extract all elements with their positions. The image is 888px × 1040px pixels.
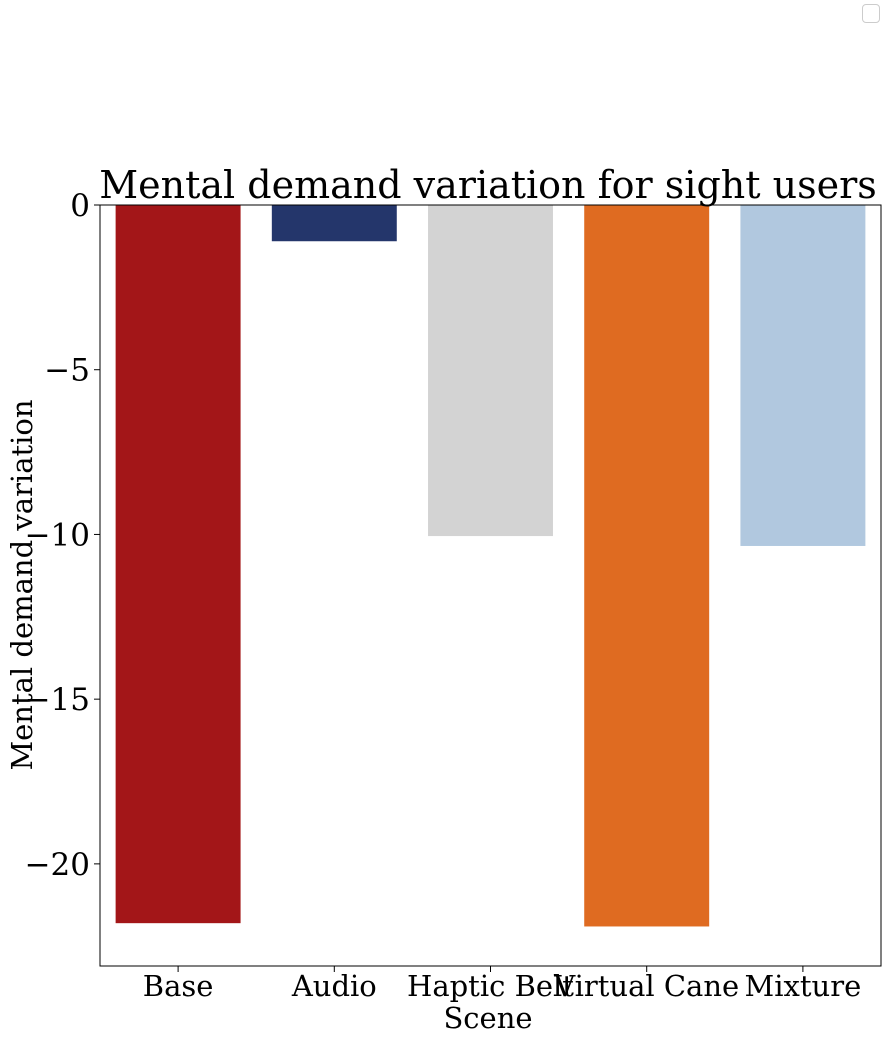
x-tick-label: Base (143, 969, 214, 1003)
legend-box (862, 4, 880, 23)
y-tick-label: −20 (25, 847, 90, 883)
bar-mixture (740, 205, 866, 546)
bar-haptic-belt (428, 205, 553, 537)
bar-base (115, 205, 241, 924)
y-tick-label: −15 (25, 682, 90, 718)
x-tick-label: Audio (291, 969, 377, 1003)
y-ticks-group: 0 −5 −10 −15 −20 (25, 188, 100, 883)
x-tick-label: Haptic Belt (407, 969, 574, 1003)
x-tick-label: Virtual Cane (553, 969, 739, 1003)
bar-virtual-cane (584, 205, 710, 927)
chart-title: Mental demand variation for sight users (99, 163, 876, 207)
y-axis-label: Mental demand variation (5, 399, 39, 770)
y-tick-label: 0 (70, 188, 90, 224)
y-tick-label: −10 (25, 517, 90, 553)
bars-group (115, 205, 866, 927)
x-tick-label: Mixture (745, 969, 862, 1003)
x-axis-label: Scene (443, 1001, 532, 1035)
bar-audio (271, 205, 397, 242)
y-tick-label: −5 (44, 353, 90, 389)
